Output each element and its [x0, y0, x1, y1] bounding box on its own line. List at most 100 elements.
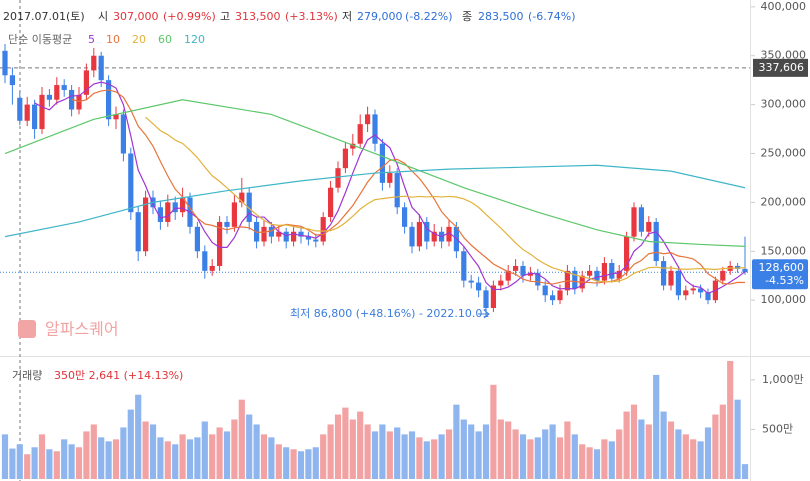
candle-body — [742, 268, 748, 273]
candle-body — [631, 207, 637, 237]
volume-bar — [349, 419, 356, 479]
volume-bar — [460, 419, 467, 479]
volume-bar — [601, 439, 608, 479]
volume-bar — [401, 434, 408, 479]
candle-body — [268, 226, 274, 237]
candle-body — [276, 231, 282, 237]
y-tick-label: 200,000 — [761, 195, 807, 208]
candle-body — [379, 143, 385, 183]
candle-body — [2, 50, 8, 76]
volume-bar — [549, 424, 556, 479]
volume-bar — [312, 447, 319, 479]
volume-hover: 350만 2,641 (+14.13%) — [54, 369, 183, 382]
candle-body — [675, 270, 681, 296]
candle-body — [572, 270, 578, 289]
volume-bar — [586, 447, 593, 479]
volume-bar — [120, 427, 127, 479]
volume-bar — [727, 360, 734, 479]
volume-bar — [268, 437, 275, 479]
volume-bar — [164, 441, 171, 479]
volume-bar — [468, 424, 475, 479]
candle-body — [291, 231, 297, 242]
volume-bar — [112, 439, 120, 479]
low-value: 279,000 — [357, 10, 403, 23]
candle-body — [143, 197, 149, 252]
volume-bar — [90, 424, 97, 479]
volume-bar — [431, 439, 438, 479]
candle-body — [165, 202, 171, 222]
volume-bar — [690, 439, 697, 479]
candle-body — [616, 270, 622, 279]
ma-legend: 20 — [132, 33, 146, 46]
candle-body — [128, 153, 134, 213]
open-label: 시 — [98, 10, 108, 23]
volume-bar — [719, 404, 726, 479]
candle-body — [402, 207, 408, 227]
volume-bar — [423, 441, 430, 479]
candle-body — [9, 75, 15, 86]
candle-body — [194, 226, 200, 252]
ma-title: 단순 이동평균 — [8, 33, 72, 46]
volume-bar — [571, 434, 578, 479]
candle-body — [609, 263, 615, 279]
candle-body — [542, 285, 548, 296]
volume-bar — [186, 439, 194, 479]
candle-body — [520, 265, 526, 276]
candle-body — [313, 239, 319, 242]
volume-bar — [320, 434, 327, 479]
volume-bar — [142, 421, 149, 479]
volume-bar — [682, 434, 689, 479]
candle-body — [668, 270, 674, 286]
volume-bar — [579, 444, 586, 479]
ma-line — [4, 99, 746, 247]
volume-bar — [512, 429, 519, 479]
y-tick-label: 300,000 — [761, 98, 807, 111]
volume-bar — [704, 427, 712, 479]
volume-bar — [697, 441, 704, 479]
volume-bar — [305, 449, 312, 479]
candle-body — [261, 226, 267, 242]
candle-body — [461, 251, 467, 281]
candle-body — [505, 270, 511, 281]
candle-body — [365, 114, 371, 125]
crosshair-box — [753, 58, 808, 77]
candle-body — [120, 114, 126, 154]
volume-bar — [209, 434, 216, 479]
candle-body — [172, 202, 178, 213]
candle-body — [483, 290, 489, 308]
volume-bar — [157, 437, 164, 479]
volume-bar — [379, 424, 386, 479]
volume-bar — [453, 404, 460, 479]
volume-bar — [534, 437, 541, 479]
volume-title: 거래량 — [12, 369, 42, 382]
volume-bar — [9, 448, 16, 479]
candle-body — [394, 173, 400, 208]
volume-bar — [275, 444, 282, 479]
candle-body — [239, 192, 245, 203]
volume-bar — [83, 431, 90, 479]
volume-bar — [542, 429, 549, 479]
y-tick-label: 400,000 — [761, 0, 807, 13]
candle-body — [683, 290, 689, 296]
candle-body — [601, 263, 607, 281]
volume-bar — [246, 414, 253, 479]
ma-legend: 5 — [88, 33, 95, 46]
volume-bar — [519, 434, 527, 479]
volume-bar — [75, 447, 83, 479]
volume-bar — [105, 441, 112, 479]
ma-line — [145, 116, 746, 283]
volume-tick-label: 500만 — [762, 422, 793, 435]
labels: 2017.07.01(토) 시 307,000 (+0.99%) 고 313,5… — [3, 10, 576, 382]
ma-legend: 120 — [184, 33, 205, 46]
candle-body — [46, 94, 52, 100]
candle-body — [83, 70, 89, 95]
volume-bar — [741, 464, 749, 479]
ma-legend: 60 — [158, 33, 172, 46]
candle-body — [24, 104, 30, 121]
volume-bar — [667, 421, 675, 479]
ma-line — [71, 89, 746, 285]
candle-body — [217, 221, 223, 266]
volume-bar — [712, 414, 719, 479]
volume-bar — [172, 444, 179, 479]
